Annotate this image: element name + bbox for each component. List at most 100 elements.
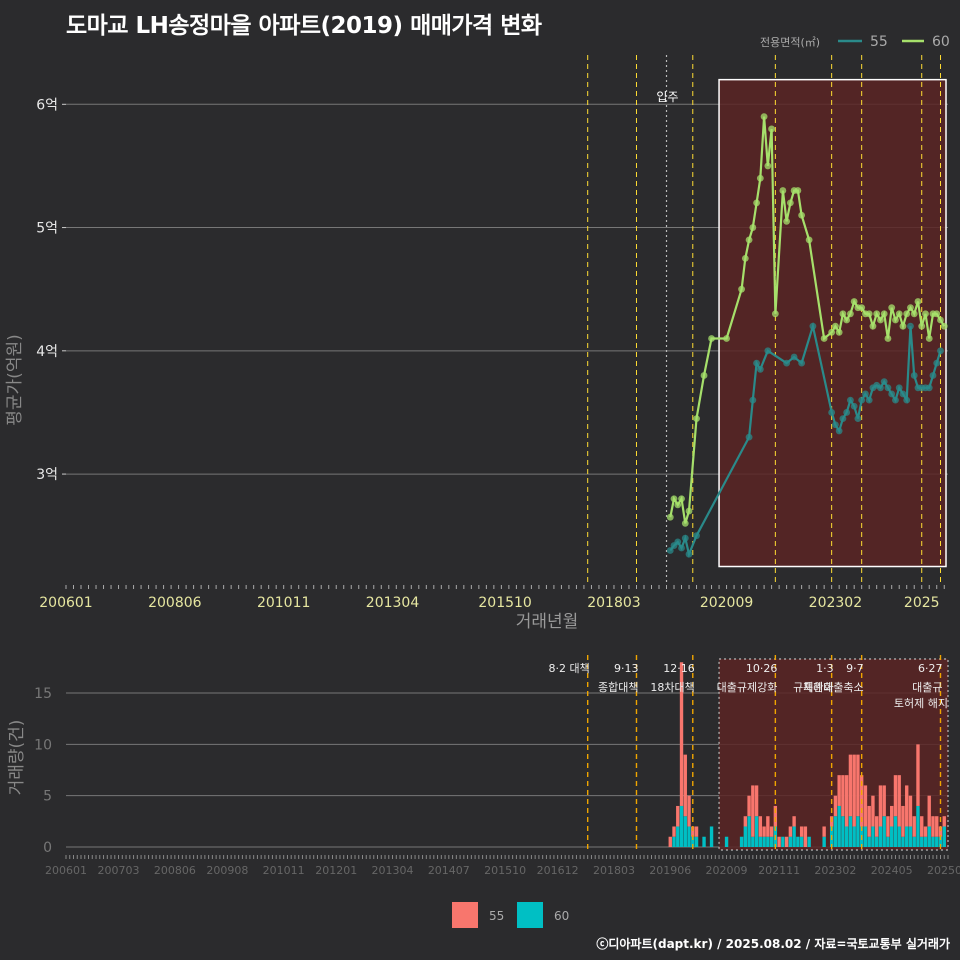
data-point-60 [877, 316, 884, 324]
data-point-55 [749, 396, 757, 404]
data-point-60 [681, 519, 689, 527]
data-point-60 [918, 322, 926, 330]
move-in-label: 입주 [656, 90, 678, 104]
data-point-55 [828, 409, 836, 416]
data-point-55 [895, 384, 903, 392]
bar-60 [822, 836, 826, 847]
x-tick-label: 200601 [45, 864, 87, 877]
bar-55 [777, 836, 781, 847]
bar-60 [882, 816, 886, 847]
x-tick-label: 201803 [587, 595, 640, 611]
bar-55 [751, 785, 755, 837]
x-tick-label: 200806 [148, 595, 202, 611]
policy-extra-label: 토허제 해지 [894, 696, 948, 710]
data-point-60 [783, 217, 791, 225]
bar-60 [796, 836, 800, 847]
data-point-55 [693, 532, 700, 540]
bar-55 [766, 816, 770, 837]
data-point-60 [925, 335, 933, 342]
bar-60 [901, 836, 905, 847]
x-tick-label: 2025 [904, 595, 940, 611]
data-point-55 [674, 538, 682, 546]
bar-55 [923, 826, 928, 837]
data-point-60 [937, 316, 944, 324]
y-axis-label: 거래량(건) [7, 720, 27, 796]
x-tick-label: 201304 [372, 864, 414, 877]
bar-55 [912, 816, 916, 837]
bar-55 [773, 805, 778, 827]
bar-60 [751, 836, 755, 847]
bar-60 [687, 826, 691, 847]
x-tick-label: 202508 [927, 864, 960, 877]
legend-label-55: 55 [870, 34, 888, 50]
data-point-55 [783, 359, 791, 367]
bar-60 [938, 836, 943, 847]
policy-date-label: 10·26 [746, 662, 778, 675]
data-point-55 [843, 409, 851, 416]
data-point-55 [884, 384, 892, 392]
data-point-60 [839, 310, 847, 318]
x-tick-label: 202009 [700, 595, 753, 611]
data-point-60 [723, 335, 730, 342]
data-point-60 [760, 113, 768, 121]
bar-55 [916, 744, 920, 806]
data-point-60 [850, 298, 858, 305]
bar-60 [920, 836, 924, 847]
y-tick-label: 6억 [36, 97, 58, 113]
data-point-60 [880, 310, 888, 318]
policy-name-label: 대출규 [912, 681, 942, 694]
y-tick-label: 5 [43, 789, 52, 805]
data-point-55 [832, 421, 839, 429]
bar-55 [848, 754, 853, 817]
bar-60 [762, 836, 766, 847]
legend-label-60: 60 [554, 909, 569, 923]
x-tick-label: 202302 [814, 864, 856, 877]
data-point-60 [749, 224, 757, 231]
data-point-55 [888, 390, 896, 398]
data-point-60 [741, 254, 749, 262]
data-point-60 [828, 328, 836, 336]
x-tick-label: 200703 [98, 864, 140, 877]
data-point-60 [666, 513, 674, 521]
bar-55 [863, 785, 868, 827]
data-point-60 [888, 304, 896, 312]
bar-60 [942, 826, 946, 847]
data-point-55 [850, 402, 858, 410]
bar-60 [799, 836, 804, 847]
data-point-55 [854, 415, 862, 423]
policy-date-label: 8·2 대책 [548, 662, 589, 675]
bar-55 [875, 816, 879, 837]
data-point-55 [907, 322, 914, 330]
data-point-60 [771, 310, 779, 318]
policy-date-label: 6·27 [918, 662, 943, 675]
bar-60 [747, 816, 751, 847]
bar-55 [792, 816, 796, 827]
bar-55 [893, 775, 898, 817]
bar-55 [769, 826, 774, 837]
data-point-60 [910, 310, 918, 318]
legend-label-60: 60 [932, 34, 950, 50]
bar-55 [901, 805, 905, 837]
data-point-55 [937, 347, 944, 355]
highlight-box [718, 78, 947, 568]
bar-55 [762, 826, 766, 837]
data-point-55 [745, 433, 753, 441]
bar-55 [679, 662, 684, 806]
data-point-60 [865, 310, 873, 318]
bar-55 [886, 816, 890, 837]
x-tick-label: 202111 [758, 864, 800, 877]
x-axis-label: 거래년월 [516, 612, 579, 632]
policy-name-label: 종합대책 [598, 681, 638, 694]
data-point-55 [753, 359, 760, 367]
data-point-60 [895, 310, 903, 318]
bar-55 [683, 754, 687, 817]
bar-60 [852, 826, 856, 847]
bar-60 [844, 826, 849, 847]
bar-55 [927, 795, 931, 827]
data-point-60 [835, 328, 843, 336]
bar-55 [920, 816, 924, 837]
data-point-60 [820, 335, 828, 342]
bar-60 [905, 826, 909, 847]
bar-55 [754, 785, 759, 817]
